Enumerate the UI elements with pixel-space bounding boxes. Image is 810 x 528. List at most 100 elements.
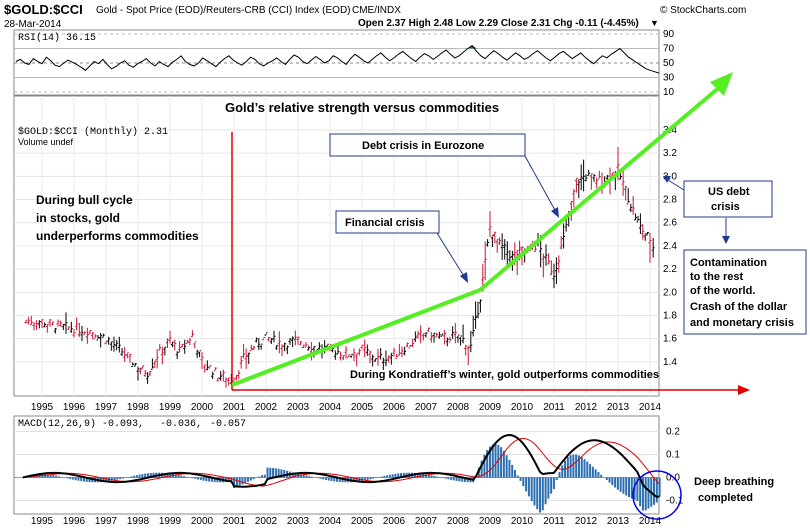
year-label-top: 2011 — [543, 402, 565, 413]
macd-panel — [13, 415, 660, 515]
price-bars — [24, 146, 655, 388]
price-tick-label: 2.6 — [663, 218, 677, 229]
debt-crisis-box — [329, 133, 526, 157]
year-label-bottom: 1995 — [31, 516, 54, 527]
price-tick-label: 2.8 — [663, 195, 677, 206]
year-label-top: 2014 — [639, 402, 662, 413]
contamination-line-3: of the world. — [690, 285, 755, 297]
year-label-top: 1999 — [159, 402, 182, 413]
year-label-top: 2002 — [255, 402, 278, 413]
us-debt-line-2: crisis — [711, 201, 740, 213]
rsi-tick-label: 10 — [663, 87, 675, 98]
financial-crisis-box — [335, 210, 440, 234]
contamination-line-4: Crash of the dollar — [690, 301, 788, 313]
kondratieff-annotation: During Kondratieff’s winter, gold outper… — [350, 369, 659, 381]
macd-tick-label: 0.2 — [666, 427, 680, 438]
chart-title: Gold’s relative strength versus commodit… — [225, 100, 499, 115]
year-label-bottom: 1998 — [127, 516, 150, 527]
rsi-tick-label: 50 — [663, 58, 675, 69]
rsi-tick-label: 70 — [663, 44, 675, 55]
year-label-bottom: 1999 — [159, 516, 182, 527]
year-label-top: 2001 — [223, 402, 246, 413]
year-label-bottom: 2005 — [351, 516, 374, 527]
year-label-bottom: 2010 — [511, 516, 534, 527]
year-label-bottom: 2003 — [287, 516, 310, 527]
us-debt-box — [683, 180, 773, 218]
deep-breathing-line-1: Deep breathing — [694, 476, 774, 488]
price-legend: $GOLD:$CCI (Monthly) 2.31 — [18, 126, 168, 138]
contamination-line-1: Contamination — [690, 257, 767, 269]
year-label-bottom: 1997 — [95, 516, 118, 527]
macd-hist-label: -0.057 — [210, 419, 246, 430]
contamination-line-5: and monetary crisis — [690, 317, 794, 329]
year-label-bottom: 2007 — [415, 516, 438, 527]
symbol-description: Gold - Spot Price (EOD)/Reuters-CRB (CCI… — [96, 5, 351, 16]
year-label-top: 2004 — [319, 402, 342, 413]
year-label-top: 1996 — [63, 402, 86, 413]
price-tick-label: 2.4 — [663, 241, 677, 252]
contamination-line-2: to the rest — [690, 271, 744, 283]
symbol-title: $GOLD:$CCI — [4, 2, 83, 17]
year-label-bottom: 2009 — [479, 516, 502, 527]
debt-crisis-label: Debt crisis in Eurozone — [362, 140, 484, 152]
year-label-top: 2007 — [415, 402, 438, 413]
contamination-arrow-icon — [722, 236, 730, 244]
price-tick-label: 2.0 — [663, 287, 677, 298]
exchange-label: CME/INDX — [352, 5, 401, 16]
year-label-top: 2012 — [575, 402, 598, 413]
year-label-bottom: 2008 — [447, 516, 470, 527]
year-label-top: 2005 — [351, 402, 374, 413]
year-label-top: 2010 — [511, 402, 534, 413]
rsi-label: RSI(14) 36.15 — [18, 32, 96, 44]
deep-breathing-circle — [632, 470, 682, 520]
year-labels-bottom: 1995 1996 1997 1998 1999 2000 2001 2002 2003 2004… — [31, 516, 662, 527]
quote-line: Open 2.37 High 2.48 Low 2.29 Close 2.31 … — [358, 18, 639, 29]
year-label-top: 1997 — [95, 402, 118, 413]
us-debt-pointer — [667, 179, 685, 191]
debt-crisis-pointer — [524, 155, 557, 213]
green-trend-line — [231, 78, 730, 387]
rsi-line — [15, 44, 660, 74]
source-credit: © StockCharts.com — [660, 5, 746, 16]
macd-tick-label: 0.1 — [666, 450, 680, 461]
down-arrow-icon: ▼ — [650, 18, 659, 28]
year-label-bottom: 2013 — [607, 516, 630, 527]
year-label-top: 1998 — [127, 402, 150, 413]
year-label-top: 2006 — [383, 402, 406, 413]
year-label-bottom: 2001 — [223, 516, 246, 527]
year-label-top: 2013 — [607, 402, 630, 413]
year-label-top: 2003 — [287, 402, 310, 413]
bull-cycle-line-3: underperforms commodities — [36, 229, 199, 243]
year-label-bottom: 2000 — [191, 516, 214, 527]
price-tick-labels: 3.43.23.02.82.62.42.22.01.81.61.4 — [663, 125, 677, 368]
price-tick-label: 1.6 — [663, 334, 677, 345]
rsi-tick-label: 90 — [663, 29, 675, 40]
debt-crisis-arrow-icon — [551, 207, 559, 218]
year-label-bottom: 2006 — [383, 516, 406, 527]
red-arrow-head-icon — [738, 385, 750, 395]
year-label-top: 2009 — [479, 402, 502, 413]
bull-cycle-line-2: in stocks, gold — [36, 211, 120, 225]
price-tick-label: 2.2 — [663, 264, 677, 275]
year-label-bottom: 2002 — [255, 516, 278, 527]
year-label-top: 2008 — [447, 402, 470, 413]
year-label-bottom: 2012 — [575, 516, 598, 527]
financial-crisis-arrow-icon — [460, 272, 468, 283]
rsi-tick-label: 30 — [663, 73, 675, 84]
price-tick-label: 1.4 — [663, 357, 677, 368]
date-label: 28-Mar-2014 — [4, 19, 62, 30]
year-label-bottom: 2011 — [543, 516, 565, 527]
price-tick-label: 1.8 — [663, 310, 677, 321]
year-label-bottom: 2014 — [639, 516, 662, 527]
rsi-tick-labels: 90 70 50 30 10 — [663, 29, 675, 98]
financial-crisis-pointer — [436, 232, 466, 279]
green-arrow-head-icon — [710, 72, 733, 96]
year-label-top: 2000 — [191, 402, 214, 413]
price-tick-label: 3.2 — [663, 148, 677, 159]
year-label-top: 1995 — [31, 402, 54, 413]
macd-line — [22, 433, 660, 498]
macd-label: MACD(12,26,9) -0.093, — [18, 418, 144, 430]
volume-label: Volume undef — [18, 137, 74, 147]
contamination-box — [683, 249, 807, 335]
